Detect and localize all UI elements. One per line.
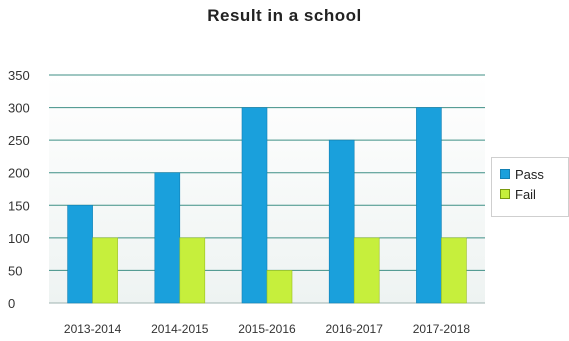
y-tick-label: 300 [8, 101, 30, 116]
bar-pass [241, 107, 268, 304]
bar-fail [266, 270, 293, 304]
x-tick-label: 2016-2017 [326, 322, 384, 336]
y-tick-label: 0 [8, 296, 15, 311]
bar-fail [441, 237, 467, 304]
bar-fail [179, 237, 206, 304]
bar-pass [154, 172, 181, 304]
x-axis-ticks: 2013-2014 2014-2015 2015-2016 2016-2017 2017… [64, 322, 471, 336]
legend-item-pass: Pass [500, 164, 568, 184]
x-tick-label: 2013-2014 [64, 322, 122, 336]
y-tick-label: 200 [8, 166, 30, 181]
bar-pass [67, 204, 93, 304]
y-tick-label: 100 [8, 231, 30, 246]
bar-fail [92, 237, 118, 304]
legend-label-pass: Pass [515, 166, 544, 182]
legend-label-fail: Fail [515, 186, 536, 202]
y-tick-label: 350 [8, 68, 30, 83]
legend: Pass Fail [491, 157, 569, 217]
y-tick-label: 50 [8, 263, 22, 278]
bar-pass [328, 139, 355, 304]
x-tick-label: 2015-2016 [238, 322, 296, 336]
bar-fail [353, 237, 380, 304]
x-tick-label: 2017-2018 [413, 322, 471, 336]
y-tick-label: 250 [8, 133, 30, 148]
legend-item-fail: Fail [500, 184, 568, 204]
legend-swatch-fail [500, 189, 510, 199]
y-axis-ticks: 0 50 100 150 200 250 300 350 [8, 68, 30, 311]
legend-swatch-pass [500, 169, 510, 179]
chart-title: Result in a school [207, 6, 362, 25]
bars [67, 107, 467, 304]
y-tick-label: 150 [8, 198, 30, 213]
x-tick-label: 2014-2015 [151, 322, 209, 336]
bar-pass [416, 107, 442, 304]
